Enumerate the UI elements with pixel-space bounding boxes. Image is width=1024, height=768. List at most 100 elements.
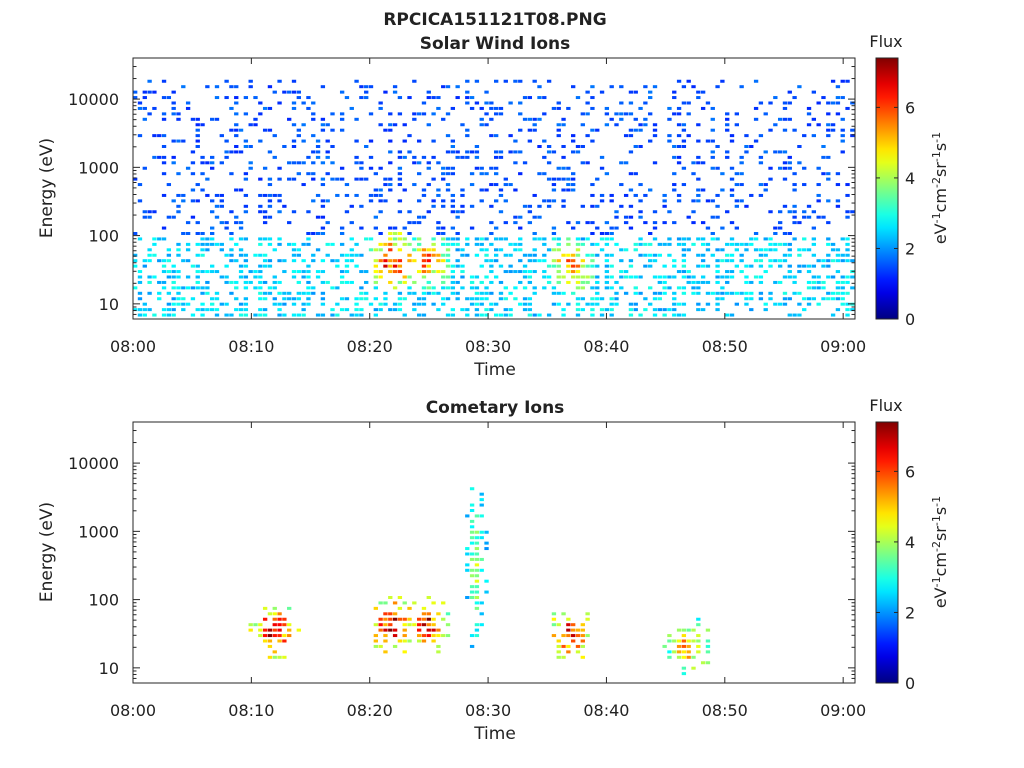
spectrogram-cell bbox=[258, 634, 263, 638]
spectrogram-cell bbox=[826, 177, 831, 181]
spectrogram-cell bbox=[720, 286, 725, 290]
spectrogram-cell bbox=[315, 193, 321, 197]
spectrogram-cell bbox=[489, 134, 494, 138]
spectrogram-cell bbox=[537, 313, 542, 317]
spectrogram-cell bbox=[133, 259, 138, 263]
spectrogram-cell bbox=[821, 215, 826, 219]
spectrogram-cell bbox=[623, 112, 629, 116]
spectrogram-cell bbox=[686, 79, 691, 83]
spectrogram-cell bbox=[575, 280, 581, 284]
spectrogram-cell bbox=[672, 291, 677, 295]
spectrogram-cell bbox=[551, 612, 557, 616]
spectrogram-cell bbox=[421, 259, 427, 263]
spectrogram-cell bbox=[802, 215, 807, 219]
spectrogram-cell bbox=[306, 242, 311, 246]
spectrogram-cell bbox=[243, 210, 249, 214]
y-tick-label: 10 bbox=[99, 295, 119, 314]
spectrogram-cell bbox=[311, 150, 316, 154]
spectrogram-cell bbox=[267, 634, 273, 638]
spectrogram-cell bbox=[484, 237, 489, 241]
spectrogram-cell bbox=[590, 308, 595, 312]
spectrogram-cell bbox=[826, 199, 831, 203]
spectrogram-cell bbox=[518, 150, 523, 154]
spectrogram-cell bbox=[378, 275, 383, 279]
spectrogram-cell bbox=[681, 253, 687, 257]
spectrogram-cell bbox=[181, 232, 186, 235]
spectrogram-cell bbox=[749, 237, 754, 241]
spectrogram-cell bbox=[272, 628, 277, 632]
spectrogram-cell bbox=[782, 101, 788, 105]
spectrogram-cell bbox=[234, 123, 239, 127]
spectrogram-cell bbox=[465, 253, 470, 257]
spectrogram-cell bbox=[166, 270, 172, 274]
spectrogram-cell bbox=[445, 313, 451, 317]
spectrogram-cell bbox=[291, 90, 297, 94]
spectrogram-cell bbox=[368, 139, 374, 143]
spectrogram-cell bbox=[575, 302, 581, 306]
spectrogram-cell bbox=[715, 193, 720, 197]
spectrogram-cell bbox=[566, 221, 571, 225]
spectrogram-cell bbox=[469, 280, 475, 284]
spectrogram-cell bbox=[494, 313, 499, 317]
spectrogram-cell bbox=[161, 264, 167, 268]
spectrogram-cell bbox=[397, 96, 403, 100]
spectrogram-cell bbox=[503, 308, 508, 312]
spectrogram-cell bbox=[171, 264, 176, 268]
spectrogram-cell bbox=[258, 139, 263, 143]
spectrogram-cell bbox=[320, 128, 326, 132]
spectrogram-cell bbox=[330, 259, 335, 263]
spectrogram-cell bbox=[349, 248, 354, 252]
spectrogram-cell bbox=[566, 264, 571, 268]
spectrogram-cell bbox=[455, 248, 460, 252]
spectrogram-cell bbox=[710, 106, 715, 110]
spectrogram-cell bbox=[725, 150, 730, 154]
spectrogram-cell bbox=[474, 606, 480, 610]
spectrogram-cell bbox=[590, 275, 595, 279]
spectrogram-cell bbox=[359, 204, 364, 208]
spectrogram-cell bbox=[681, 242, 687, 246]
spectrogram-cell bbox=[484, 286, 489, 290]
spectrogram-cell bbox=[628, 275, 634, 279]
spectrogram-cell bbox=[729, 275, 735, 279]
spectrogram-cell bbox=[777, 166, 783, 170]
spectrogram-cell bbox=[513, 297, 518, 301]
spectrogram-cell bbox=[830, 79, 836, 83]
spectrogram-cell bbox=[696, 291, 701, 295]
spectrogram-cell bbox=[489, 270, 494, 274]
spectrogram-cell bbox=[364, 90, 369, 94]
spectrogram-cell bbox=[652, 221, 658, 225]
spectrogram-cell bbox=[272, 90, 277, 94]
spectrogram-cell bbox=[633, 117, 638, 121]
spectrogram-cell bbox=[753, 275, 759, 279]
spectrogram-cell bbox=[768, 210, 773, 214]
spectrogram-cell bbox=[248, 123, 253, 127]
spectrogram-cell bbox=[142, 259, 147, 263]
spectrogram-cell bbox=[787, 210, 792, 214]
spectrogram-cell bbox=[378, 302, 383, 306]
spectrogram-cell bbox=[185, 275, 191, 279]
spectrogram-cell bbox=[296, 161, 301, 165]
spectrogram-cell bbox=[715, 297, 720, 301]
spectrogram-cell bbox=[301, 291, 306, 295]
spectrogram-cell bbox=[691, 85, 696, 89]
spectrogram-cell bbox=[296, 628, 301, 632]
spectrogram-cell bbox=[498, 106, 504, 110]
spectrogram-cell bbox=[354, 79, 359, 83]
spectrogram-cell bbox=[614, 123, 619, 127]
spectrogram-cell bbox=[253, 313, 258, 317]
spectrogram-cell bbox=[142, 90, 147, 94]
spectrogram-cell bbox=[672, 90, 677, 94]
spectrogram-cell bbox=[609, 297, 614, 301]
spectrogram-cell bbox=[412, 248, 417, 252]
spectrogram-cell bbox=[315, 248, 321, 252]
spectrogram-cell bbox=[479, 264, 484, 268]
spectrogram-cell bbox=[238, 308, 244, 312]
spectrogram-cell bbox=[513, 150, 518, 154]
spectrogram-cell bbox=[392, 270, 398, 274]
spectrogram-cell bbox=[551, 177, 557, 181]
spectrogram-cell bbox=[729, 166, 735, 170]
spectrogram-cell bbox=[638, 242, 643, 246]
spectrogram-cell bbox=[320, 183, 326, 187]
spectrogram-cell bbox=[325, 280, 330, 284]
spectrogram-cell bbox=[315, 270, 321, 274]
